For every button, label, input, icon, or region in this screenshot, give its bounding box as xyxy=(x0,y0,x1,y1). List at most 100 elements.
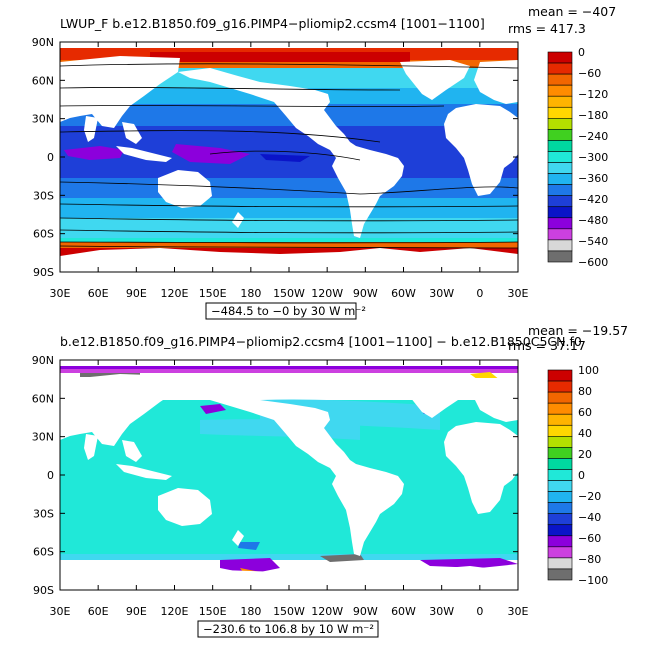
x-tick-label: 120E xyxy=(161,605,189,618)
colorbar-label: 80 xyxy=(578,385,592,398)
x-tick-label: 150E xyxy=(199,605,227,618)
panel-2-map xyxy=(60,360,518,590)
colorbar-swatch xyxy=(547,568,573,581)
colorbar-swatch xyxy=(547,391,573,404)
x-tick-label: 30E xyxy=(508,605,529,618)
y-tick-label: 90N xyxy=(32,354,54,367)
colorbar-label: −420 xyxy=(578,193,608,206)
x-tick-label: 0 xyxy=(476,605,483,618)
x-tick-label: 150E xyxy=(199,287,227,300)
antarctic-edge xyxy=(220,558,280,574)
panel-1-xlabels: 30E 60E 90E 120E 150E 180 150W 120W 90W 60W 30W 0 30… xyxy=(50,287,529,300)
colorbar-swatch xyxy=(547,513,573,526)
colorbar-swatch xyxy=(547,502,573,514)
y-tick-label: 30N xyxy=(32,113,54,126)
colorbar-swatch xyxy=(547,557,573,570)
y-tick-label: 30S xyxy=(33,507,54,520)
x-tick-label: 30W xyxy=(429,287,454,300)
colorbar-label: −540 xyxy=(578,235,608,248)
colorbar-swatch xyxy=(547,106,573,119)
colorbar-label: 0 xyxy=(578,469,585,482)
x-tick-label: 60W xyxy=(391,605,416,618)
x-tick-label: 30E xyxy=(50,287,71,300)
colorbar-swatch xyxy=(547,413,573,426)
colorbar-label: −240 xyxy=(578,130,608,143)
y-tick-label: 60N xyxy=(32,392,54,405)
x-tick-label: 120W xyxy=(311,287,343,300)
colorbar-swatch xyxy=(547,402,573,415)
x-tick-label: 90E xyxy=(126,287,147,300)
panel-2-title: b.e12.B1850.f09_g16.PIMP4−pliomip2.ccsm4… xyxy=(60,334,582,349)
y-tick-label: 30N xyxy=(32,431,54,444)
y-tick-label: 30S xyxy=(33,189,54,202)
colorbar-swatch xyxy=(547,51,573,64)
y-tick-label: 60N xyxy=(32,74,54,87)
colorbar-swatch xyxy=(547,140,573,152)
panel-2-range-box xyxy=(197,620,379,638)
x-tick-label: 30E xyxy=(50,605,71,618)
colorbar-swatch xyxy=(547,546,573,559)
colorbar-swatch xyxy=(547,424,573,437)
panel-1: LWUP_F b.e12.B1850.f09_g16.PIMP4−pliomip… xyxy=(32,4,616,320)
colorbar-label: −360 xyxy=(578,172,608,185)
y-tick-label: 60S xyxy=(33,546,54,559)
colorbar-swatch xyxy=(547,369,573,382)
colorbar-swatch xyxy=(547,173,573,185)
x-tick-label: 120E xyxy=(161,287,189,300)
y-tick-label: 90N xyxy=(32,36,54,49)
colorbar-label: −480 xyxy=(578,214,608,227)
x-tick-label: 60E xyxy=(88,287,109,300)
colorbar-swatch xyxy=(547,206,573,219)
colorbar-label: −600 xyxy=(578,256,608,269)
colorbar-swatch xyxy=(547,228,573,241)
x-tick-label: 150W xyxy=(273,287,305,300)
x-tick-label: 180 xyxy=(240,605,261,618)
panel-1-title: LWUP_F b.e12.B1850.f09_g16.PIMP4−pliomip… xyxy=(60,16,485,31)
y-tick-label: 0 xyxy=(47,151,54,164)
colorbar-swatch xyxy=(547,129,573,141)
colorbar-label: −180 xyxy=(578,109,608,122)
colorbar-swatch xyxy=(547,239,573,252)
panel-1-mean: mean = −407 xyxy=(528,4,616,19)
colorbar-swatch xyxy=(547,469,573,481)
colorbar-swatch xyxy=(547,195,573,208)
x-tick-label: 60W xyxy=(391,287,416,300)
colorbar-swatch xyxy=(547,535,573,548)
colorbar-swatch xyxy=(547,458,573,470)
arctic-strip xyxy=(60,364,518,370)
panel-1-range-text: −484.5 to −0 by 30 W m⁻² xyxy=(211,304,366,318)
colorbar-label: −100 xyxy=(578,574,608,587)
colorbar-label: −120 xyxy=(578,88,608,101)
panel-2-xlabels: 30E 60E 90E 120E 150E 180 150W 120W 90W 60W 30W 0 30… xyxy=(50,605,529,618)
y-tick-label: 0 xyxy=(47,469,54,482)
panel-2-ticks xyxy=(59,359,519,591)
x-tick-label: 60E xyxy=(88,605,109,618)
x-tick-label: 180 xyxy=(240,287,261,300)
colorbar-swatch xyxy=(547,73,573,86)
x-tick-label: 30W xyxy=(429,605,454,618)
x-tick-label: 30E xyxy=(508,287,529,300)
colorbar-swatch xyxy=(547,436,573,448)
y-tick-label: 90S xyxy=(33,266,54,279)
panel-2-rms: rms = 37.17 xyxy=(508,338,586,353)
panel-1-map xyxy=(60,42,518,272)
colorbar-swatch xyxy=(547,118,573,130)
x-tick-label: 90W xyxy=(353,605,378,618)
panel-2-colorbar: 100 80 60 40 20 0 −20 −40 −60 −80 −100 xyxy=(547,364,608,587)
x-tick-label: 90E xyxy=(126,605,147,618)
panel-1-colorbar: 0 −60 −120 −180 −240 −300 −360 −420 −480 −540 −600 xyxy=(547,46,608,269)
panel-1-ylabels: 90N 60N 30N 0 30S 60S 90S xyxy=(32,36,54,279)
panel-2-ylabels: 90N 60N 30N 0 30S 60S 90S xyxy=(32,354,54,597)
colorbar-swatch xyxy=(547,250,573,263)
colorbar-swatch xyxy=(547,84,573,97)
y-tick-label: 90S xyxy=(33,584,54,597)
colorbar-swatch xyxy=(547,380,573,393)
panel-2-range-text: −230.6 to 106.8 by 10 W m⁻² xyxy=(203,622,374,636)
colorbar-label: −20 xyxy=(578,490,601,503)
panel-1-rms: rms = 417.3 xyxy=(508,21,586,36)
colorbar-swatch xyxy=(547,151,573,163)
colorbar-label: 60 xyxy=(578,406,592,419)
panel-2: b.e12.B1850.f09_g16.PIMP4−pliomip2.ccsm4… xyxy=(32,323,628,638)
panel-2-mean: mean = −19.57 xyxy=(528,323,628,338)
colorbar-swatch xyxy=(547,524,573,537)
